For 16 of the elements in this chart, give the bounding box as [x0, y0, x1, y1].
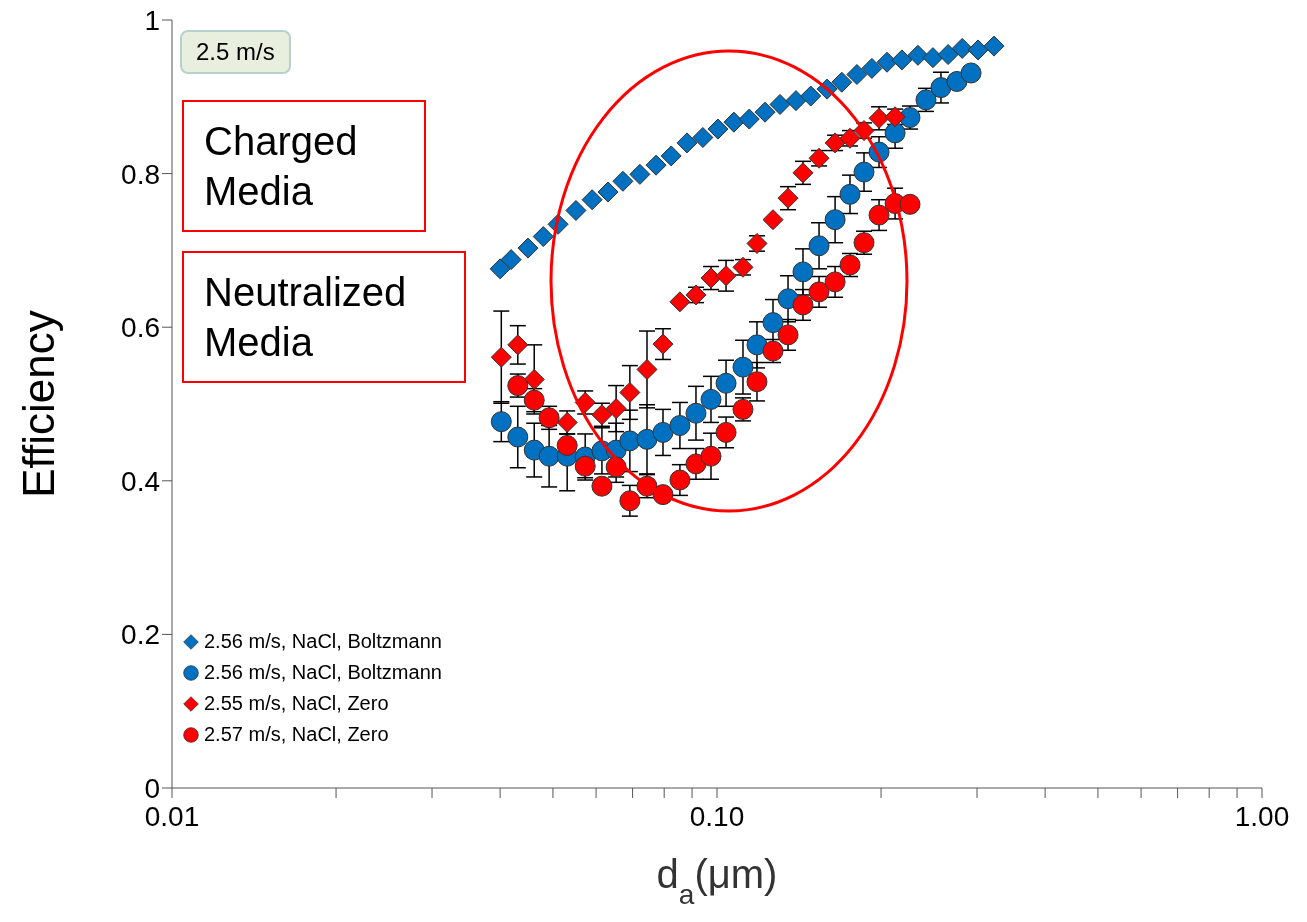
y-tick-label: 0.6 [121, 312, 160, 344]
x-tick-label: 1.00 [1234, 800, 1290, 832]
annotation: 2.5 m/s [180, 30, 291, 74]
y-tick-label: 0.2 [121, 619, 160, 651]
legend-label: 2.56 m/s, NaCl, Boltzmann [204, 660, 442, 685]
annotation: Charged Media [182, 100, 426, 232]
legend-label: 2.57 m/s, NaCl, Zero [204, 722, 389, 747]
x-tick-label: 0.10 [689, 800, 745, 832]
legend-label: 2.56 m/s, NaCl, Boltzmann [204, 629, 442, 654]
annotation: Neutralized Media [182, 251, 466, 383]
x-axis-title: d$_{a}$(μm) [656, 852, 778, 910]
y-tick-label: 0.4 [121, 465, 160, 497]
y-tick-label: 1 [144, 4, 160, 36]
y-axis-title: Efficiency [13, 310, 63, 498]
legend-label: 2.55 m/s, NaCl, Zero [204, 691, 389, 716]
y-tick-label: 0.8 [121, 158, 160, 190]
